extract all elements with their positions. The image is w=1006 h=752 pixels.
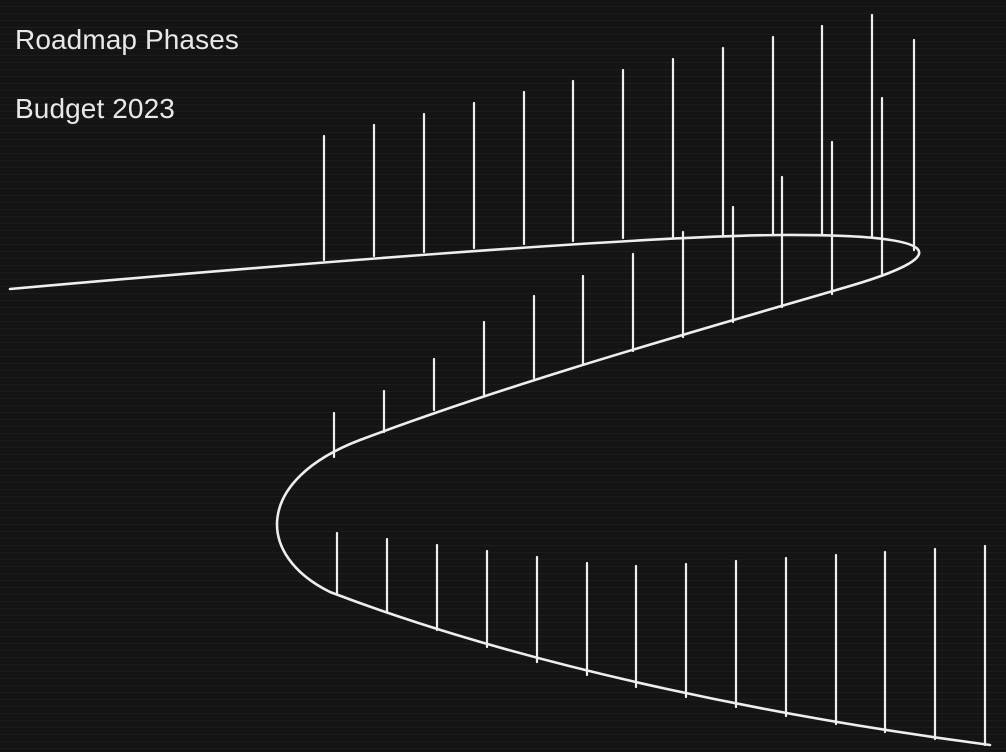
roadmap-curve <box>8 233 992 747</box>
header: Roadmap Phases Budget 2023 <box>15 22 239 123</box>
page-title: Roadmap Phases <box>15 24 239 55</box>
page-subtitle: Budget 2023 <box>15 93 175 124</box>
